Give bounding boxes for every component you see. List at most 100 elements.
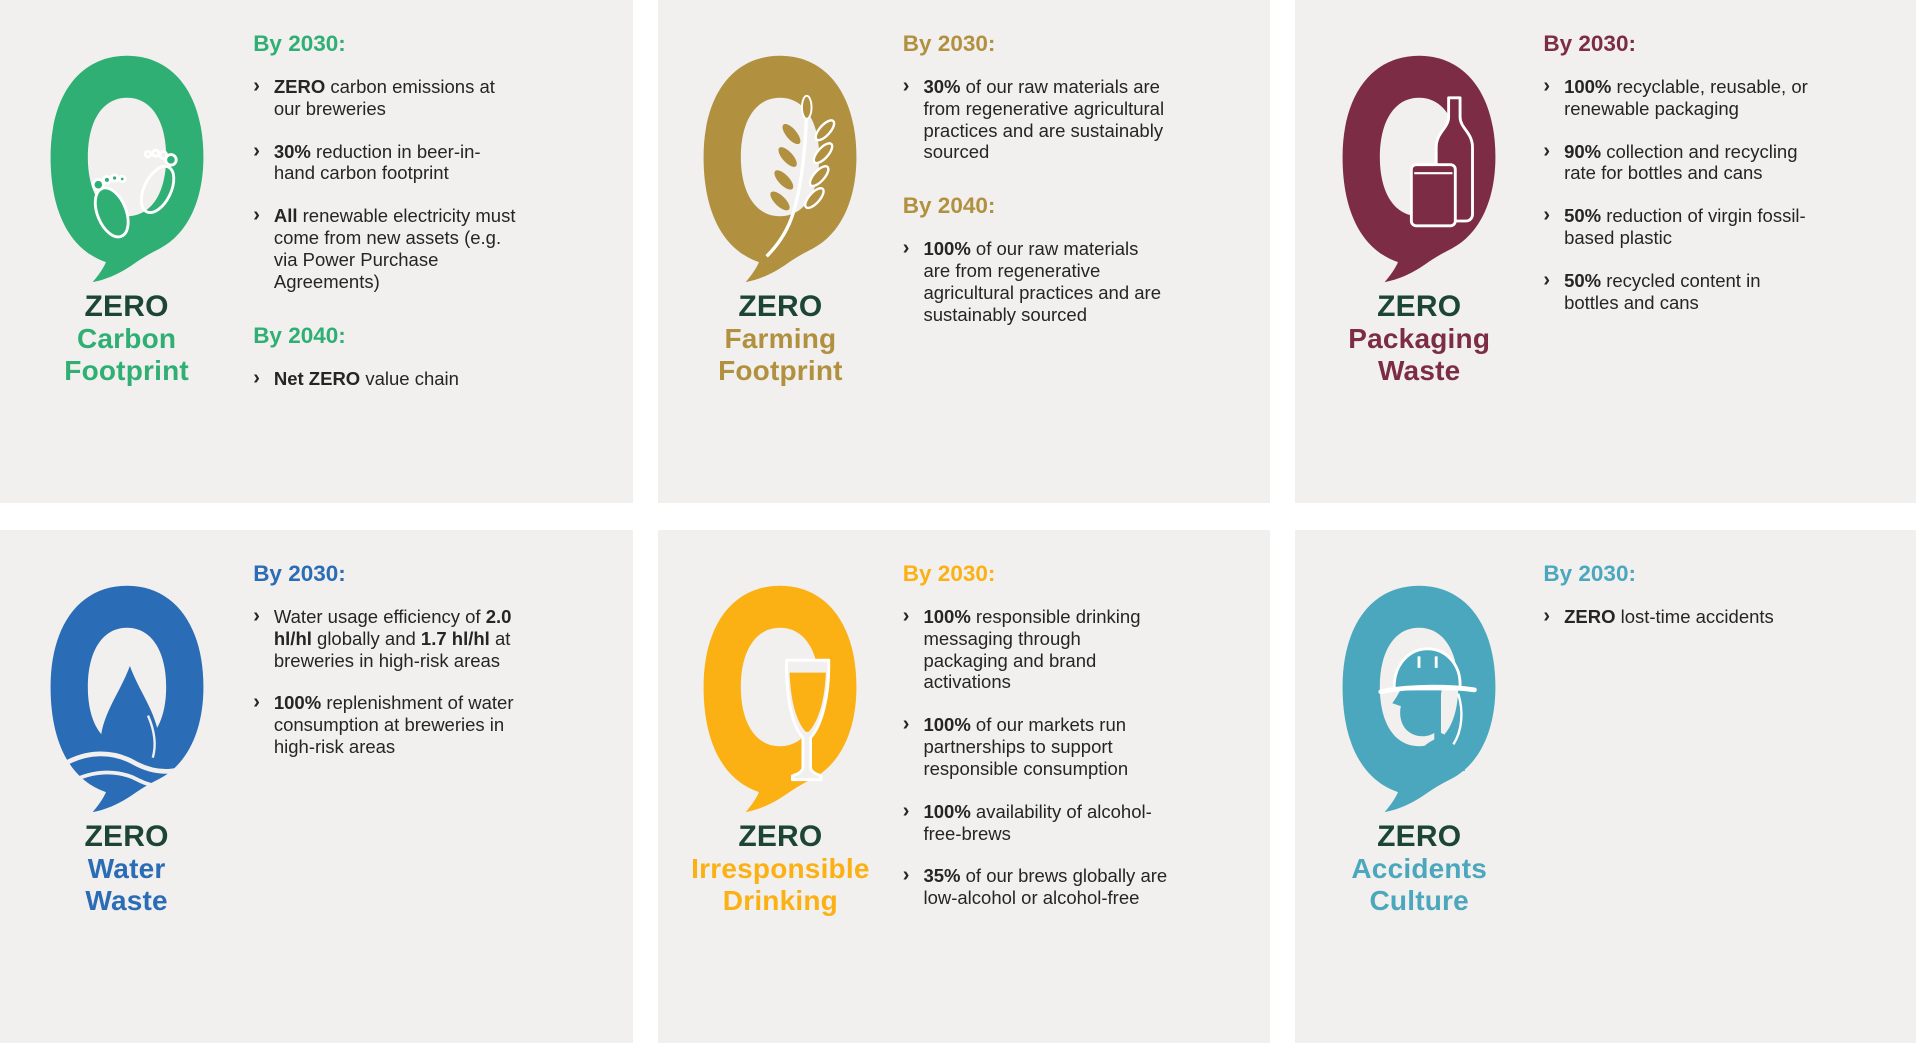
goal-bullet-plain-text: responsible drinking messaging through p… <box>923 606 1141 693</box>
goal-bullet-bold-text: 30% <box>273 140 311 162</box>
goal-card-farming: ZERO Farming Footprint By 2030: › 30% of our… <box>658 0 1270 503</box>
bullet-chevron-icon: › <box>253 75 260 97</box>
card-title: ZERO Accidents Culture <box>1351 820 1487 916</box>
goal-bullet: › 100% recyclable, reusable, or renewable… <box>1543 75 1808 120</box>
goal-bullet-bold-text: 100% <box>923 800 971 822</box>
goal-bullet: › 100% of our raw materials are from rege… <box>902 237 1168 325</box>
goal-bullet: › 100% replenishment of water consumption… <box>253 691 518 757</box>
goal-card-drinking: ZERO Irresponsible Drinking By 2030: › 100% … <box>658 530 1270 1043</box>
goal-bullet-plain-text: of our raw materials are from regenerati… <box>923 238 1162 325</box>
goal-bullet-plain-text: collection and recycling rate for bottle… <box>1564 140 1798 184</box>
card-title-rest: Packaging Waste <box>1348 323 1491 386</box>
goal-bullet: › 30% of our raw materials are from regen… <box>903 75 1168 163</box>
goal-bullet-plain-text: reduction of virgin fossil-based plastic <box>1564 205 1806 249</box>
goal-card-left: ZERO Packaging Waste <box>1295 0 1543 503</box>
card-title-zero: ZERO <box>84 820 169 853</box>
goal-bullet-bold-text: 50% <box>1564 205 1602 227</box>
card-title-rest: Accidents Culture <box>1351 853 1487 916</box>
goal-deadline-heading: By 2030: <box>902 31 996 56</box>
goal-card-left: ZERO Carbon Footprint <box>0 0 253 503</box>
hardhat-person-zero-icon <box>1333 580 1505 815</box>
bullet-chevron-icon: › <box>1543 605 1551 627</box>
goal-bullet-plain-text: renewable electricity must come from new… <box>273 205 516 292</box>
goal-bullet-plain-text: of our markets run partnerships to suppo… <box>923 714 1129 779</box>
goal-bullet-text: 35% of our brews globally are low-alcoho… <box>923 865 1167 909</box>
goal-bullet-text: 50% reduction of virgin fossil-based pla… <box>1564 205 1808 249</box>
goal-bullet-text: Water usage efficiency of 2.0 hl/hl glob… <box>274 606 518 671</box>
goal-card-left: ZERO Irresponsible Drinking <box>658 530 903 1043</box>
goal-bullet-text: 100% replenishment of water consumption … <box>274 692 518 757</box>
bullet-chevron-icon: › <box>1543 268 1551 291</box>
wheat-zero-icon <box>694 50 866 285</box>
goal-bullet: › 100% of our markets run partnerships to… <box>903 713 1168 779</box>
bottle-can-zero-icon <box>1333 50 1505 285</box>
goal-bullet-bold-text: 100% <box>1564 76 1612 97</box>
goal-bullet-bold-text: 100% <box>273 692 322 714</box>
goal-card-left: ZERO Accidents Culture <box>1295 530 1543 1043</box>
goal-bullet: › 90% collection and recycling rate for b… <box>1543 140 1808 185</box>
goal-bullet-plain-text: Water usage efficiency of <box>273 606 486 627</box>
goal-bullet-text: 100% of our markets run partnerships to … <box>923 714 1167 779</box>
goal-bullet-text: ZERO lost-time accidents <box>1564 606 1774 628</box>
goal-deadline-heading: By 2030: <box>253 31 346 56</box>
goal-card-content: By 2030: › ZERO lost-time accidents <box>1543 530 1916 1043</box>
goal-bullet-bold-text: All <box>273 205 298 227</box>
goal-bullet-text: All renewable electricity must come from… <box>274 205 518 292</box>
goal-bullet-text: 100% availability of alcohol-free-brews <box>923 801 1167 845</box>
bullet-chevron-icon: › <box>253 605 260 627</box>
goal-bullet: › ZERO lost-time accidents <box>1543 605 1808 628</box>
goal-deadline-heading: By 2030: <box>902 561 996 586</box>
bullet-chevron-icon: › <box>1543 75 1551 97</box>
goal-bullet-bold-text: 2.0 hl/hl <box>273 606 512 649</box>
card-title: ZERO Water Waste <box>84 820 169 916</box>
goal-section: By 2040: › Net ZERO value chain <box>253 323 607 390</box>
bullet-chevron-icon: › <box>902 605 910 627</box>
water-drop-zero-icon <box>41 580 213 815</box>
goal-deadline-heading: By 2030: <box>253 561 346 586</box>
goal-bullet-bold-text: 100% <box>923 714 971 736</box>
goal-section: By 2030: › ZERO lost-time accidents <box>1543 561 1890 628</box>
card-title-rest: Irresponsible Drinking <box>691 853 870 916</box>
card-title-zero: ZERO <box>84 290 169 323</box>
card-title: ZERO Irresponsible Drinking <box>691 820 870 916</box>
goal-bullet-bold-text: ZERO <box>1564 606 1616 627</box>
bullet-chevron-icon: › <box>253 691 260 714</box>
goal-bullet-plain-text: recycled content in bottles and cans <box>1564 269 1761 313</box>
goal-bullet-plain-text: of our raw materials are from regenerati… <box>923 76 1165 163</box>
card-title: ZERO Farming Footprint <box>718 290 843 386</box>
goal-bullet: › All renewable electricity must come fro… <box>253 204 518 292</box>
goal-bullet: › 50% recycled content in bottles and can… <box>1543 268 1808 314</box>
goal-card-content: By 2030: › Water usage efficiency of 2.0 h… <box>253 530 633 1043</box>
goal-card-content: By 2030: › ZERO carbon emissions at our br… <box>253 0 633 503</box>
goal-bullet-text: 100% responsible drinking messaging thro… <box>923 606 1167 693</box>
goal-bullet-plain-text: globally and <box>311 627 421 649</box>
bullet-chevron-icon: › <box>253 366 260 389</box>
card-title-rest: Water Waste <box>85 853 168 916</box>
goal-section: By 2030: › Water usage efficiency of 2.0 h… <box>253 561 607 758</box>
bullet-chevron-icon: › <box>902 237 910 260</box>
goal-card-carbon: ZERO Carbon Footprint By 2030: › ZERO carbon… <box>0 0 633 503</box>
goal-section: By 2040: › 100% of our raw materials are f… <box>903 193 1244 325</box>
goal-bullet-bold-text: 1.7 hl/hl <box>420 627 490 649</box>
goal-bullet-text: 30% reduction in beer-in-hand carbon foo… <box>274 141 518 185</box>
bullet-chevron-icon: › <box>253 139 260 162</box>
goal-bullet-plain-text: of our brews globally are low-alcohol or… <box>923 865 1168 909</box>
goal-card-left: ZERO Water Waste <box>0 530 253 1043</box>
goal-bullet: › ZERO carbon emissions at our breweries <box>253 75 518 120</box>
goal-card-content: By 2030: › 30% of our raw materials are fr… <box>903 0 1270 503</box>
card-title-rest: Carbon Footprint <box>64 323 189 386</box>
goal-bullet-plain-text: replenishment of water consumption at br… <box>273 692 514 758</box>
goal-bullet-text: ZERO carbon emissions at our breweries <box>274 76 518 120</box>
bullet-chevron-icon: › <box>902 799 910 822</box>
footprints-zero-icon <box>41 50 213 285</box>
goal-bullet-bold-text: 100% <box>923 238 971 260</box>
goal-bullet-text: 50% recycled content in bottles and cans <box>1564 270 1808 314</box>
bullet-chevron-icon: › <box>902 864 910 887</box>
goal-card-left: ZERO Farming Footprint <box>658 0 903 503</box>
goal-bullet-bold-text: 50% <box>1564 269 1602 291</box>
card-title-zero: ZERO <box>1377 820 1462 853</box>
goal-deadline-heading: By 2030: <box>1543 561 1636 586</box>
goal-bullet: › 50% reduction of virgin fossil-based pl… <box>1543 204 1808 249</box>
card-title-zero: ZERO <box>738 290 823 323</box>
